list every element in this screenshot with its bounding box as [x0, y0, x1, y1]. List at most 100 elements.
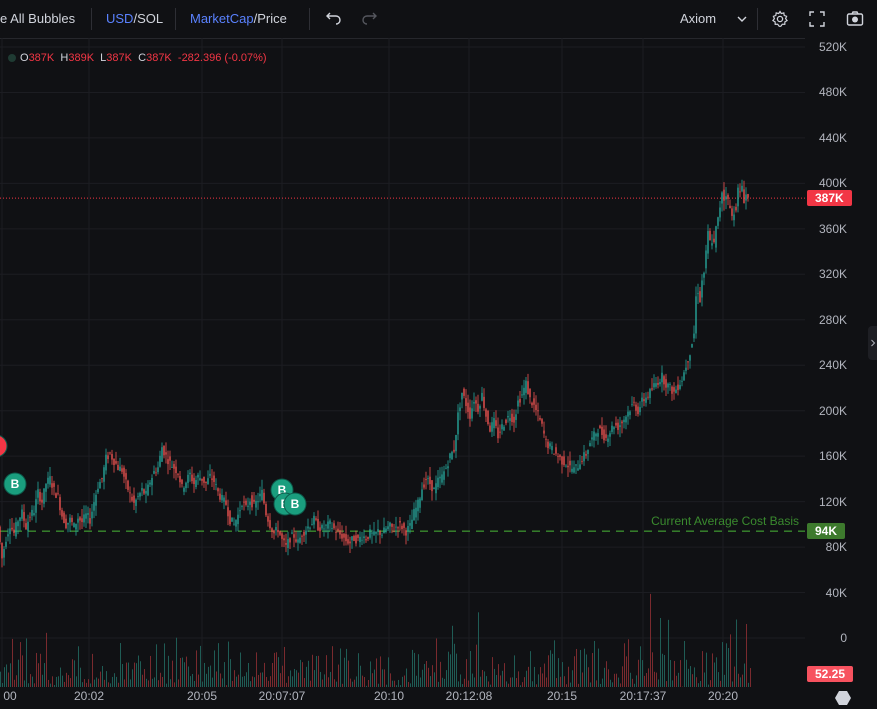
candle-body — [269, 520, 271, 528]
volume-bar — [698, 683, 699, 687]
candle-body — [667, 383, 669, 388]
candle-body — [125, 473, 127, 480]
candle-body — [367, 536, 369, 539]
candle-body — [33, 513, 35, 516]
source-select[interactable]: Axiom — [680, 11, 717, 26]
candle-body — [295, 539, 297, 542]
candle-body — [661, 372, 663, 383]
candle-body — [715, 226, 717, 248]
volume-bar — [580, 649, 581, 687]
volume-bar — [502, 670, 503, 687]
volume-bar — [506, 681, 507, 687]
volume-bar — [750, 668, 751, 687]
volume-bar — [748, 682, 749, 687]
volume-bar — [596, 680, 597, 687]
candlestick-chart[interactable]: BBBB — [0, 38, 805, 687]
candle-body — [655, 383, 657, 387]
toolbar-divider — [91, 8, 92, 30]
candle-body — [151, 477, 153, 486]
screenshot-button[interactable] — [842, 6, 868, 32]
candle-body — [49, 476, 51, 485]
volume-bar — [160, 672, 161, 687]
candle-body — [387, 526, 389, 530]
trade-bubble[interactable] — [0, 435, 8, 457]
volume-bar — [576, 648, 577, 687]
candle-body — [519, 398, 521, 403]
candle-body — [135, 499, 137, 506]
candle-body — [181, 479, 183, 484]
volume-bar — [218, 643, 219, 687]
candle-body — [109, 452, 111, 454]
candle-body — [699, 291, 701, 303]
volume-bar — [526, 670, 527, 687]
volume-bar — [306, 666, 307, 687]
volume-bar — [302, 662, 303, 687]
volume-bar — [170, 679, 171, 687]
trade-bubble[interactable]: B — [283, 492, 307, 516]
volume-bar — [92, 653, 93, 687]
candle-body — [707, 231, 709, 254]
redo-button[interactable] — [357, 6, 383, 32]
settings-button[interactable] — [767, 6, 793, 32]
volume-bar — [250, 681, 251, 687]
hexagon-icon[interactable] — [834, 689, 852, 707]
volume-bar — [448, 651, 449, 687]
candle-body — [567, 465, 569, 468]
candle-body — [29, 516, 31, 518]
candle-body — [191, 474, 193, 482]
volume-bar — [110, 683, 111, 687]
volume-bar — [368, 679, 369, 687]
candle-body — [371, 532, 373, 534]
volume-bar — [468, 680, 469, 687]
candle-body — [425, 479, 427, 481]
fullscreen-button[interactable] — [804, 6, 830, 32]
volume-bar — [206, 673, 207, 687]
collapse-panel-button[interactable] — [868, 326, 877, 360]
volume-bar — [258, 674, 259, 687]
volume-bar — [176, 637, 177, 687]
currency-toggle[interactable]: USD/SOL — [106, 11, 163, 26]
candle-body — [455, 434, 457, 452]
volume-bar — [270, 676, 271, 687]
candle-body — [41, 499, 43, 503]
time-axis[interactable]: 00 20:02 20:05 20:07:07 20:10 20:12:08 20:15 20… — [0, 687, 877, 709]
candle-body — [551, 446, 553, 451]
trade-bubble[interactable]: B — [3, 472, 27, 496]
volume-bar — [472, 673, 473, 687]
volume-bar — [592, 653, 593, 687]
candle-body — [705, 250, 707, 269]
volume-bar — [208, 666, 209, 687]
candle-body — [305, 530, 307, 535]
volume-bar — [128, 662, 129, 687]
price-axis[interactable]: 387K 94K 52.25 520K 480K 440K 400K 360K 320K 2… — [805, 38, 877, 687]
all-bubbles-toggle[interactable]: e All Bubbles — [0, 11, 76, 26]
volume-bar — [156, 644, 157, 687]
volume-bar — [482, 669, 483, 687]
volume-bar — [496, 674, 497, 687]
y-tick-label: 80K — [825, 540, 847, 555]
volume-bar — [36, 652, 37, 687]
volume-bar — [240, 652, 241, 687]
candle-body — [701, 280, 703, 298]
metric-toggle[interactable]: MarketCap/Price — [190, 11, 287, 26]
candle-body — [515, 414, 517, 420]
candle-body — [731, 208, 733, 216]
y-tick-label: 40K — [825, 585, 847, 600]
candle-body — [239, 510, 241, 512]
undo-button[interactable] — [320, 6, 346, 32]
metric-sep: / — [253, 11, 258, 26]
x-tick-label: 20:15 — [546, 689, 578, 703]
candle-body — [569, 460, 571, 466]
candle-body — [593, 431, 595, 441]
volume-bar — [410, 683, 411, 687]
source-dropdown-button[interactable] — [729, 6, 755, 32]
candle-body — [281, 533, 283, 539]
y-tick-label: 280K — [818, 312, 847, 327]
candle-body — [289, 538, 291, 543]
candle-body — [161, 447, 163, 462]
metric-primary: MarketCap — [190, 11, 254, 26]
price-chart[interactable]: BBBB Current Average Cost Basis — [0, 38, 805, 687]
candle-body — [485, 409, 487, 417]
volume-bar — [476, 644, 477, 687]
volume-bar — [524, 677, 525, 687]
